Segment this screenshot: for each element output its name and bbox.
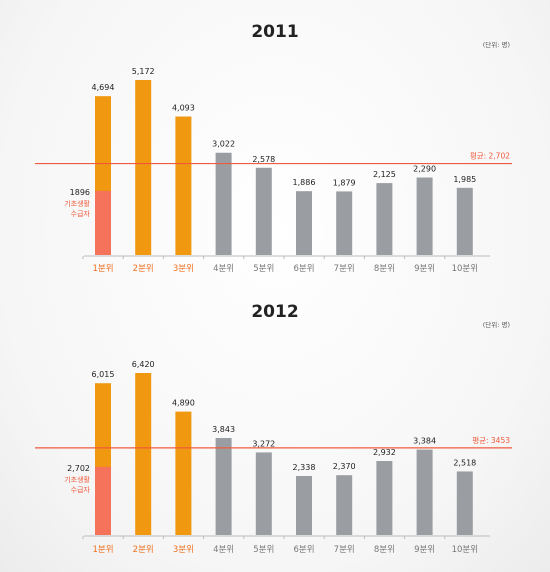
bar-2분위 bbox=[135, 373, 152, 535]
category-label: 8분위 bbox=[374, 264, 395, 274]
bar-9분위 bbox=[416, 177, 433, 255]
sub-category-label: 기초생활 bbox=[64, 475, 90, 484]
value-label: 6,420 bbox=[132, 360, 155, 369]
category-label: 7분위 bbox=[334, 545, 355, 555]
value-label: 3,384 bbox=[413, 437, 436, 446]
bar-3분위 bbox=[175, 116, 192, 255]
value-label: 5,172 bbox=[132, 67, 155, 76]
bar-7분위 bbox=[336, 475, 353, 535]
category-label: 5분위 bbox=[253, 545, 274, 555]
value-label: 3,022 bbox=[212, 140, 235, 149]
value-label: 2,125 bbox=[373, 170, 396, 179]
category-label: 8분위 bbox=[374, 545, 395, 555]
average-label: 평균: 2,702 bbox=[470, 151, 510, 161]
category-label: 6분위 bbox=[293, 264, 314, 274]
category-label: 7분위 bbox=[334, 264, 355, 274]
value-label: 3,272 bbox=[252, 439, 275, 448]
category-label: 9분위 bbox=[414, 264, 435, 274]
bar-9분위 bbox=[416, 449, 433, 535]
category-label: 2분위 bbox=[133, 264, 154, 274]
bar-5분위 bbox=[255, 452, 272, 535]
sub-value-label: 1896 bbox=[70, 188, 90, 197]
value-label: 4,093 bbox=[172, 104, 195, 113]
bar-8분위 bbox=[376, 461, 393, 535]
value-label: 2,578 bbox=[252, 155, 275, 164]
unit-label: (단위: 명) bbox=[483, 40, 510, 49]
bar-10분위 bbox=[456, 471, 473, 535]
category-label: 10분위 bbox=[452, 545, 478, 555]
average-label: 평균: 3453 bbox=[472, 435, 510, 445]
value-label: 1,886 bbox=[293, 178, 316, 187]
value-label: 2,932 bbox=[373, 448, 396, 457]
bar-segment-basic-livelihood bbox=[95, 190, 111, 255]
chart-title: 2011 bbox=[251, 22, 298, 42]
value-label: 6,015 bbox=[92, 370, 115, 379]
bar-2분위 bbox=[135, 80, 152, 255]
chart-2012: 2012 (단위: 명) 6,015 1분위 6,420 2분위 4,890 3분위 3,843… bbox=[35, 302, 512, 555]
value-label: 2,518 bbox=[453, 458, 476, 467]
category-label: 4분위 bbox=[213, 545, 234, 555]
value-label: 2,338 bbox=[293, 463, 316, 472]
category-label: 6분위 bbox=[293, 545, 314, 555]
value-label: 1,879 bbox=[333, 178, 356, 187]
sub-category-label: 수급자 bbox=[71, 209, 91, 218]
category-label: 3분위 bbox=[173, 545, 194, 555]
category-label: 2분위 bbox=[133, 545, 154, 555]
bar-5분위 bbox=[255, 167, 272, 255]
bar-6분위 bbox=[296, 191, 312, 255]
bar-6분위 bbox=[296, 476, 312, 535]
value-label: 4,890 bbox=[172, 399, 195, 408]
category-label: 10분위 bbox=[452, 264, 478, 274]
category-label: 9분위 bbox=[414, 545, 435, 555]
chart-2011: 2011 (단위: 명) 4,694 1분위 5,172 2분위 4,093 3분위 3,022… bbox=[35, 22, 512, 274]
category-label: 5분위 bbox=[253, 264, 274, 274]
sub-category-label: 기초생활 bbox=[64, 199, 90, 208]
bar-7분위 bbox=[336, 191, 353, 255]
category-label: 1분위 bbox=[92, 545, 113, 555]
category-label: 1분위 bbox=[92, 264, 113, 274]
bar-8분위 bbox=[376, 183, 393, 255]
value-label: 2,290 bbox=[413, 165, 436, 174]
bar-4분위 bbox=[215, 152, 232, 255]
bar-4분위 bbox=[215, 438, 232, 535]
sub-value-label: 2,702 bbox=[67, 464, 90, 473]
value-label: 2,370 bbox=[333, 462, 356, 471]
value-label: 4,694 bbox=[92, 83, 115, 92]
bar-10분위 bbox=[456, 187, 473, 255]
chart-title: 2012 bbox=[251, 302, 298, 322]
value-label: 1,985 bbox=[453, 175, 476, 184]
category-label: 4분위 bbox=[213, 264, 234, 274]
category-label: 3분위 bbox=[173, 264, 194, 274]
value-label: 3,843 bbox=[212, 425, 235, 434]
bar-3분위 bbox=[175, 411, 192, 535]
unit-label: (단위: 명) bbox=[483, 320, 510, 329]
sub-category-label: 수급자 bbox=[71, 485, 91, 494]
bar-segment-basic-livelihood bbox=[95, 466, 111, 535]
